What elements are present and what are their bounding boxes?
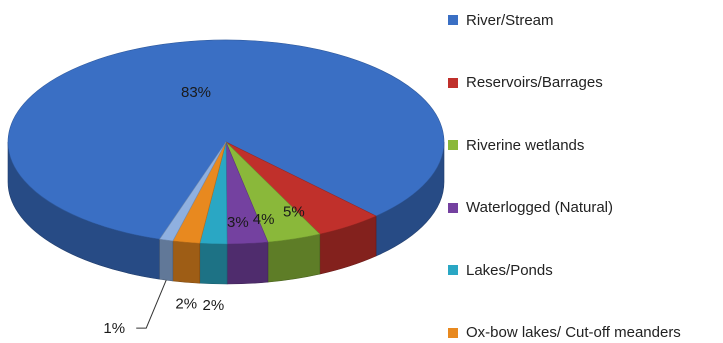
legend-label: Waterlogged (Natural) xyxy=(466,199,614,216)
legend-item-river-stream: River/Stream xyxy=(448,10,554,30)
legend-label: River/Stream xyxy=(466,11,554,29)
legend-item-ox-bow-lakes-cut-off-meanders: Ox-bow lakes/ Cut-off meanders xyxy=(448,323,681,343)
legend-label: Riverine wetlands xyxy=(466,136,585,154)
data-label-river-stream: 83% xyxy=(181,84,211,101)
legend-label: Ox-bow lakes/ Cut-off meanders xyxy=(466,324,681,341)
legend-item-waterlogged-natural: Waterlogged (Natural) xyxy=(448,198,613,218)
pie-side-waterlogged-natural xyxy=(226,241,269,285)
legend-label: Reservoirs/Barrages xyxy=(466,74,603,91)
legend-swatch xyxy=(448,327,458,338)
legend-swatch xyxy=(448,202,458,213)
pie-chart: 83% 5% 4%3% 2% 2% 1% xyxy=(7,39,445,337)
data-label-reservoirs-barrages: 5% xyxy=(283,203,305,220)
pie-side-lakes-ponds xyxy=(199,242,228,285)
legend-item-lakes-ponds: Lakes/Ponds xyxy=(448,260,553,280)
legend-item-riverine-wetlands: Riverine wetlands xyxy=(448,135,584,155)
legend-label: Lakes/Ponds xyxy=(466,261,553,279)
pie-labels: 83% 5% 4%3% 2% 2% 1% xyxy=(103,84,304,337)
leader-line-other xyxy=(136,279,167,329)
legend: River/Stream Reservoirs/Barrages Riverine … xyxy=(448,0,723,343)
legend-swatch xyxy=(448,77,458,88)
legend-item-reservoirs-barrages: Reservoirs/Barrages xyxy=(448,73,603,93)
data-label-riverine-wetlands: 4% xyxy=(253,211,275,228)
pie-side-other xyxy=(159,238,174,282)
data-label-ox-bow-lakes-cut-off-meanders: 2% xyxy=(175,295,197,312)
pie-slice-river-stream xyxy=(7,39,445,240)
legend-swatch xyxy=(448,15,458,25)
legend-swatch xyxy=(448,265,458,275)
pie-slice-other xyxy=(159,141,227,242)
pie-side-ox-bow-lakes-cut-off-meanders xyxy=(172,240,201,284)
data-label-other: 1% xyxy=(103,320,125,337)
data-label-waterlogged-natural: 3% xyxy=(227,214,249,231)
legend-swatch xyxy=(448,140,458,150)
data-label-lakes-ponds: 2% xyxy=(203,297,225,314)
pie-top-faces xyxy=(7,39,445,245)
